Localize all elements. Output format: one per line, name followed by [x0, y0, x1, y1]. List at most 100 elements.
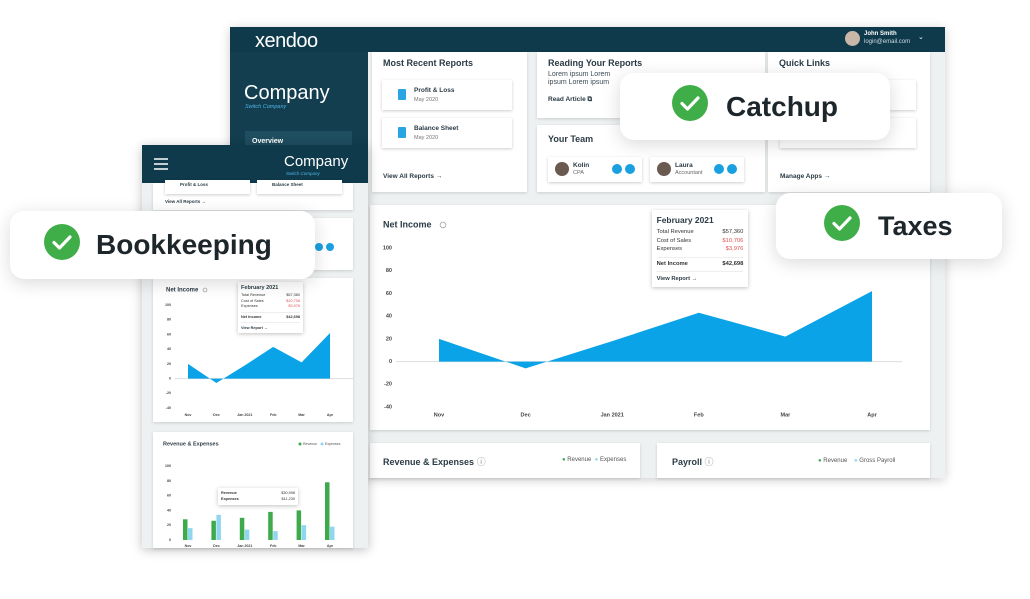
avatar[interactable]	[845, 31, 860, 46]
row-label: Cost of Sales	[241, 298, 264, 303]
card-title: Quick Links	[779, 58, 831, 68]
link-text[interactable]: Manage Apps	[780, 173, 823, 180]
contact-icon[interactable]	[625, 164, 635, 174]
report-name[interactable]: Balance Sheet	[414, 125, 459, 132]
legend-label: Revenue	[567, 457, 592, 463]
tooltip-link[interactable]: View Report →	[241, 321, 300, 330]
tooltip: Revenue $30,998 Expenses $11,230	[218, 488, 298, 506]
bar	[239, 517, 245, 540]
y-tick-label: -40	[384, 404, 392, 410]
dropdown-icon[interactable]: ⌄	[918, 34, 924, 41]
link-text[interactable]: View Report	[241, 325, 263, 330]
x-tick-label: Feb	[694, 412, 704, 418]
chart: Net Income -40 -20 0 20 40 60 80 100 Nov Dec Jan 20…	[165, 288, 353, 417]
x-tick-label: Nov	[434, 412, 445, 418]
info-icon	[439, 221, 447, 229]
badge: Taxes	[776, 193, 1002, 259]
report-name[interactable]: Profit & Loss	[180, 182, 209, 187]
y-tick-label: 40	[167, 508, 171, 512]
user-email[interactable]: login@email.com	[864, 39, 911, 45]
x-tick-label: Jan 2021	[237, 544, 252, 548]
y-tick-label: 60	[167, 494, 171, 498]
card-title: Your Team	[548, 134, 594, 144]
net-income-card: Net Income -40 -20 0 20 40 60 80 100 Nov Dec Jan 20…	[370, 205, 930, 430]
link-text[interactable]: View Report	[656, 276, 691, 283]
chart-title: Net Income	[383, 219, 432, 229]
tooltip-row: Cost of Sales $10,706	[657, 237, 744, 245]
tooltip-row: Expenses $3,976	[241, 304, 300, 310]
y-tick-label: 20	[167, 523, 171, 527]
x-tick-label: Dec	[213, 544, 220, 548]
check-mark	[680, 96, 700, 111]
member-avatar	[657, 162, 671, 176]
title-text: Payroll	[672, 457, 703, 467]
row-label: Revenue	[221, 491, 237, 496]
link-text[interactable]: View All Reports	[165, 199, 201, 204]
link[interactable]: Manage Apps →	[780, 173, 831, 180]
x-tick-label: Feb	[270, 413, 277, 417]
nav-label[interactable]: Overview	[252, 138, 284, 145]
card-title: Most Recent Reports	[383, 58, 474, 68]
y-tick-label: 20	[386, 336, 392, 342]
switch-company[interactable]: Switch Company	[286, 171, 320, 176]
row-label: Net Income	[241, 315, 262, 320]
x-tick-label: Mar	[781, 412, 792, 418]
chart-title: Net Income	[166, 288, 199, 294]
chart: Revenue & Expenses Revenue Expenses0204060…	[163, 441, 341, 548]
x-tick-label: Nov	[185, 413, 192, 417]
badge-text: Bookkeeping	[96, 229, 272, 260]
link[interactable]: Read Article ⧉	[548, 96, 593, 103]
report-name[interactable]: Profit & Loss	[414, 87, 455, 94]
link[interactable]: View All Reports →	[165, 199, 207, 204]
report-item[interactable]	[165, 180, 250, 194]
legend-label: Expenses	[599, 457, 627, 463]
check-icon	[824, 204, 860, 241]
x-tick-label: Nov	[185, 544, 192, 548]
user-name[interactable]: John Smith	[864, 31, 897, 37]
tooltip-total: Net Income $42,698	[656, 256, 744, 267]
member-avatar	[555, 162, 569, 176]
y-tick-label: 60	[386, 291, 392, 297]
check-mark	[52, 234, 72, 250]
team-icon[interactable]	[315, 243, 323, 251]
x-tick-label: Mar	[298, 413, 305, 417]
switch-company[interactable]: Switch Company	[245, 104, 287, 110]
check-icon	[672, 85, 708, 121]
tooltip-link[interactable]: View Report →	[656, 270, 744, 283]
y-tick-label: 20	[167, 362, 171, 366]
link-text[interactable]: View All Reports	[383, 173, 434, 180]
company-name: Company	[284, 153, 349, 170]
tooltip-title: February 2021	[656, 214, 714, 225]
bar	[268, 511, 273, 540]
legend: ● Revenue ● Gross Payroll	[818, 458, 896, 464]
link-text[interactable]: Read Article	[548, 96, 586, 103]
chart: Net Income -40 -20 0 20 40 60 80 100 Nov Dec Jan 20…	[383, 219, 902, 418]
report-name[interactable]: Balance Sheet	[272, 182, 303, 187]
row-value: $3,976	[288, 304, 300, 309]
row-value: $57,360	[722, 229, 744, 236]
bar	[301, 525, 307, 540]
report-item[interactable]	[257, 180, 342, 194]
row-value: $10,706	[286, 298, 300, 303]
contact-icon[interactable]	[612, 164, 622, 174]
badge: Bookkeeping	[10, 211, 315, 279]
net-income-card: Net Income -40 -20 0 20 40 60 80 100 Nov Dec Jan 20…	[153, 278, 353, 422]
member-role: CPA	[573, 170, 584, 176]
doc-icon	[398, 127, 406, 138]
tooltip-row: Total Revenue $57,360	[241, 293, 300, 299]
contact-icon[interactable]	[727, 164, 737, 174]
menu-icon[interactable]	[153, 157, 169, 171]
row-value: $57,360	[286, 293, 300, 298]
legend: ● Revenue ● Expenses	[562, 457, 627, 463]
legend-label: Revenue	[303, 442, 317, 446]
tooltip-row: Expenses $11,230	[221, 497, 295, 503]
row-label: Cost of Sales	[656, 237, 692, 244]
y-tick-label: 80	[167, 318, 171, 322]
x-tick-label: Apr	[327, 413, 334, 417]
report-date: May 2020	[414, 135, 439, 141]
link[interactable]: View All Reports →	[383, 173, 443, 180]
team-icon[interactable]	[326, 243, 334, 251]
y-tick-label: 100	[383, 245, 392, 251]
check-circle	[824, 204, 860, 241]
contact-icon[interactable]	[714, 164, 724, 174]
